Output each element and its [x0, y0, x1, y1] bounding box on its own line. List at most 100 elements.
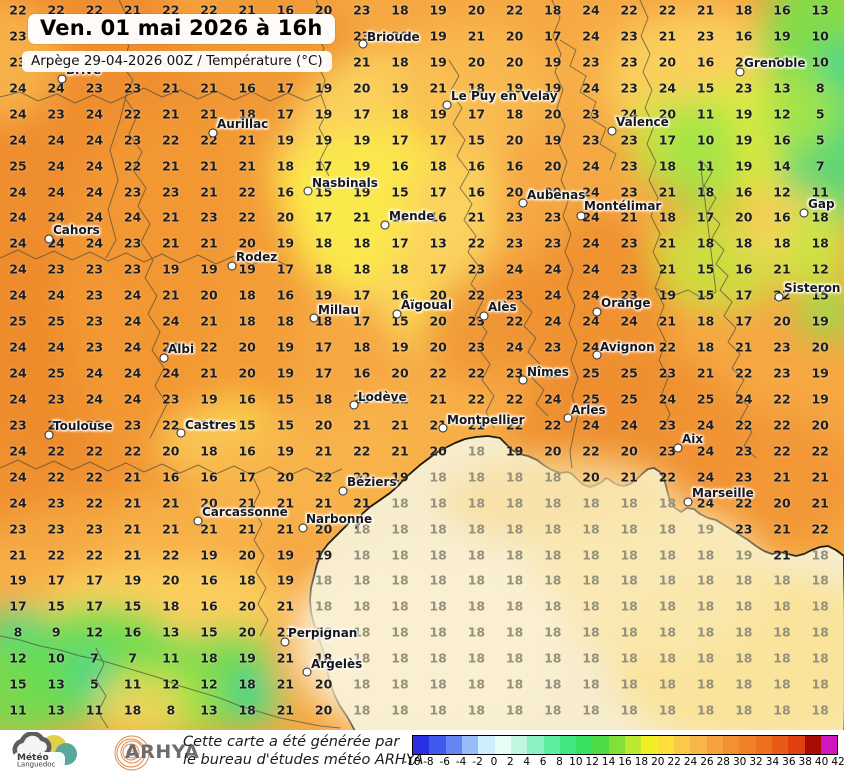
temp-value: 24 [85, 132, 104, 148]
temp-value: 18 [544, 624, 562, 640]
city-label: Albi [168, 342, 195, 356]
temp-value: 19 [314, 287, 333, 303]
temp-value: 16 [123, 624, 142, 640]
colorbar-cell [820, 736, 838, 754]
temp-value: 18 [505, 702, 524, 718]
temp-value: 20 [429, 313, 447, 329]
temp-value: 16 [162, 469, 180, 485]
temp-value: 24 [620, 106, 638, 122]
temp-value: 18 [429, 598, 447, 614]
temp-value: 18 [696, 572, 715, 588]
temp-value: 18 [391, 209, 409, 225]
temp-value: 23 [353, 28, 371, 44]
temp-value: 19 [123, 572, 142, 588]
city-label: Gap [808, 197, 835, 211]
temp-value: 18 [505, 547, 524, 563]
temp-value: 20 [314, 676, 333, 692]
city-marker [774, 292, 784, 302]
temp-value: 18 [505, 676, 524, 692]
temp-value: 19 [276, 365, 295, 381]
temp-value: 18 [582, 495, 600, 511]
temp-value: 22 [314, 469, 333, 485]
temp-value: 22 [162, 2, 180, 18]
temp-value: 22 [505, 391, 524, 407]
temp-value: 20 [735, 209, 753, 225]
temp-value: 24 [658, 391, 677, 407]
temp-value: 18 [658, 598, 677, 614]
temp-value: 22 [353, 469, 371, 485]
temp-value: 22 [658, 469, 677, 485]
colorbar-tick: -2 [472, 756, 483, 768]
temp-value: 24 [9, 209, 27, 225]
temp-value: 18 [391, 547, 409, 563]
temp-value: 18 [353, 650, 371, 666]
temp-value: 18 [429, 158, 447, 174]
temp-value: 18 [429, 624, 447, 640]
temp-value: 16 [696, 54, 715, 70]
temp-value: 20 [544, 158, 562, 174]
temp-value: 21 [658, 28, 677, 44]
city-marker [57, 74, 67, 84]
temp-value: 7 [815, 158, 825, 174]
temp-value: 17 [735, 313, 753, 329]
temp-value: 21 [353, 495, 371, 511]
temp-value: 21 [391, 417, 409, 433]
temp-value: 21 [123, 469, 142, 485]
temp-value: 21 [162, 80, 180, 96]
temp-value: 20 [314, 417, 333, 433]
temp-value: 23 [544, 339, 562, 355]
temp-value: 19 [276, 235, 295, 251]
temp-value: 23 [620, 158, 638, 174]
temp-value: 18 [696, 339, 715, 355]
temp-value: 18 [467, 650, 486, 666]
temp-value: 23 [85, 339, 104, 355]
temp-value: 18 [238, 572, 256, 588]
temp-value: 21 [123, 547, 142, 563]
city-marker [309, 313, 319, 323]
temp-value: 19 [391, 80, 409, 96]
temp-value: 18 [505, 598, 524, 614]
temp-value: 18 [658, 702, 677, 718]
temp-value: 24 [544, 391, 562, 407]
temp-value: 21 [467, 28, 486, 44]
temp-value: 23 [620, 132, 638, 148]
temp-value: 16 [353, 365, 371, 381]
temp-value: 25 [9, 158, 27, 174]
temp-value: 21 [238, 495, 256, 511]
temp-value: 23 [47, 261, 65, 277]
colorbar-tick: 42 [831, 756, 844, 768]
temp-value: 23 [735, 469, 753, 485]
temp-value: 21 [123, 521, 142, 537]
temp-value: 24 [123, 391, 142, 407]
temp-value: 20 [162, 443, 180, 459]
temp-value: 21 [200, 365, 218, 381]
colorbar-cell [494, 736, 511, 754]
colorbar-tick: 2 [506, 756, 514, 768]
city-marker [298, 523, 308, 533]
temp-value: 24 [9, 235, 27, 251]
temp-value: 18 [391, 495, 409, 511]
temp-value: 18 [811, 598, 829, 614]
temp-value: 23 [505, 287, 524, 303]
temp-value: 23 [162, 184, 180, 199]
temp-value: 20 [162, 572, 180, 588]
temp-value: 24 [696, 443, 715, 459]
city-label: Carcassonne [202, 505, 288, 519]
weather-map: 22 22 22 21 22 22 21 16 20 23 18 19 20 22 18 24 22 22 21 18… [0, 0, 844, 731]
temp-value: 17 [47, 572, 65, 588]
temp-value: 23 [467, 339, 486, 355]
city-label: Brioude [367, 30, 420, 44]
temp-value: 22 [505, 313, 524, 329]
temp-value: 17 [696, 209, 715, 225]
temp-value: 23 [162, 391, 180, 407]
city-label: Orange [601, 296, 651, 310]
temp-value: 16 [200, 469, 218, 485]
temp-value: 20 [314, 521, 333, 537]
temp-value: 20 [658, 54, 677, 70]
temp-value: 24 [696, 469, 715, 485]
temp-value: 18 [658, 676, 677, 692]
temp-value: 21 [9, 547, 27, 563]
temp-value: 18 [467, 469, 486, 485]
temp-value: 20 [238, 365, 256, 381]
temp-value: 21 [200, 80, 218, 96]
